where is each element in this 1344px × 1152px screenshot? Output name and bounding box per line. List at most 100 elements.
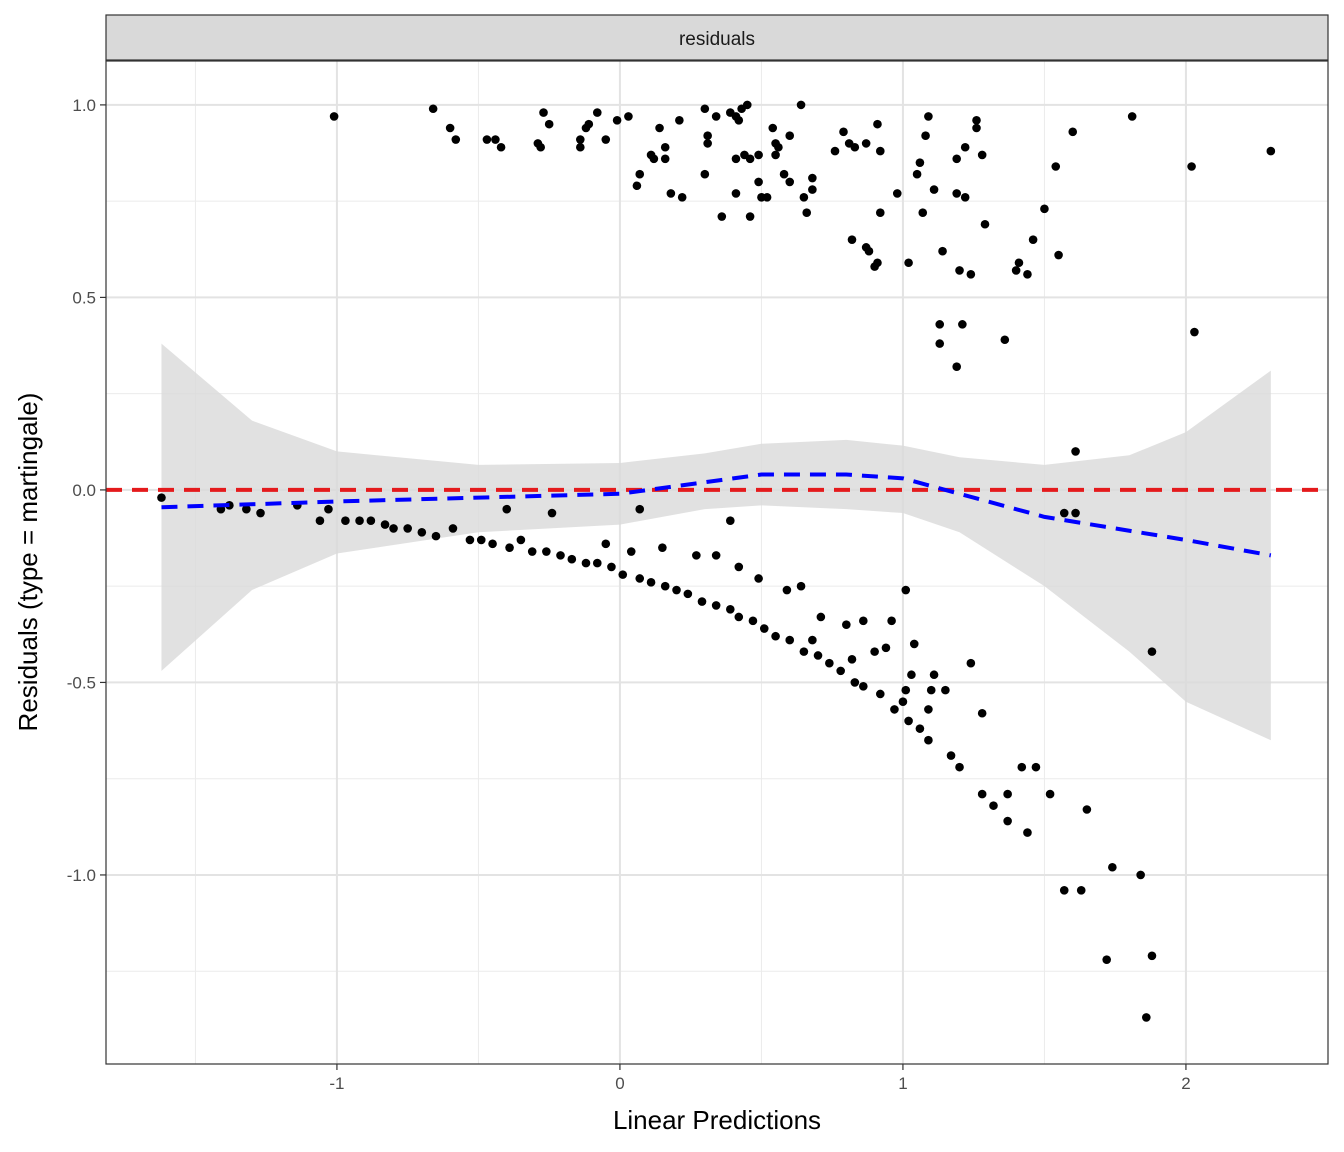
y-tick-label: 0.5 <box>72 288 96 307</box>
data-point <box>635 169 645 179</box>
data-point <box>256 508 265 518</box>
data-point <box>672 585 681 595</box>
data-point <box>921 131 930 140</box>
data-point <box>389 524 398 533</box>
data-point <box>502 504 512 514</box>
data-point <box>1040 204 1049 214</box>
data-point <box>808 185 817 194</box>
data-point <box>527 547 537 556</box>
data-point <box>692 551 701 560</box>
data-point <box>329 112 339 121</box>
data-point <box>675 115 684 125</box>
data-point <box>1082 805 1092 814</box>
data-point <box>909 639 919 649</box>
data-point <box>887 616 896 626</box>
data-point <box>912 169 922 179</box>
data-point <box>907 670 916 680</box>
data-point <box>958 320 967 329</box>
y-axis-title: Residuals (type = martingale) <box>13 393 43 732</box>
data-point <box>624 112 633 121</box>
data-point <box>924 705 933 714</box>
data-point <box>847 655 857 664</box>
data-point <box>700 104 710 114</box>
data-point <box>380 520 390 529</box>
data-point <box>836 666 845 676</box>
data-point <box>901 685 911 695</box>
y-tick-label: 0.0 <box>72 481 96 500</box>
data-point <box>977 789 987 799</box>
data-point <box>1059 508 1069 518</box>
data-point <box>850 678 860 687</box>
data-point <box>703 131 712 140</box>
data-point <box>1003 816 1012 826</box>
x-axis-title: Linear Predictions <box>613 1105 821 1135</box>
data-point <box>731 154 741 164</box>
panel-border <box>105 60 1329 1065</box>
data-point <box>929 185 939 194</box>
data-point <box>607 562 616 572</box>
data-point <box>567 554 577 564</box>
data-point <box>1266 146 1276 156</box>
data-point <box>1190 327 1199 337</box>
data-point <box>935 320 945 329</box>
y-tick-label: 1.0 <box>72 96 96 115</box>
data-point <box>1136 870 1145 880</box>
data-point <box>1187 162 1196 171</box>
data-point <box>926 685 936 695</box>
data-point <box>989 801 998 810</box>
data-point <box>938 246 947 256</box>
data-point <box>779 169 789 179</box>
data-point <box>581 558 591 568</box>
data-point <box>870 647 879 656</box>
data-point <box>711 551 721 560</box>
data-point <box>465 535 475 545</box>
data-point <box>745 212 755 221</box>
data-point <box>697 597 707 606</box>
data-point <box>655 123 664 133</box>
data-point <box>759 624 769 633</box>
data-point <box>825 658 834 668</box>
data-point <box>924 112 933 121</box>
data-point <box>726 516 735 526</box>
data-point <box>915 724 925 733</box>
data-point <box>683 589 693 599</box>
data-point <box>785 177 795 187</box>
smooth-line <box>161 472 1272 558</box>
data-point <box>646 578 656 587</box>
data-point <box>451 135 461 144</box>
data-point <box>847 235 857 244</box>
data-point <box>875 689 885 699</box>
data-point <box>703 139 712 148</box>
y-tick-label: -1.0 <box>67 866 96 885</box>
data-point <box>547 508 557 518</box>
data-point <box>1003 789 1012 799</box>
data-point <box>476 535 486 545</box>
data-point <box>417 527 427 537</box>
data-point <box>601 539 611 549</box>
data-point <box>901 585 911 595</box>
data-point <box>754 574 763 583</box>
data-point <box>754 177 763 187</box>
data-point <box>898 697 908 706</box>
data-point <box>892 189 902 198</box>
data-point <box>745 154 755 164</box>
data-point <box>861 139 871 148</box>
data-point <box>972 123 981 133</box>
data-point <box>576 135 585 144</box>
data-point <box>952 154 962 164</box>
data-point <box>952 189 962 198</box>
data-point <box>1023 828 1032 837</box>
data-point <box>946 751 956 760</box>
data-point <box>516 535 526 545</box>
data-point <box>626 547 636 556</box>
data-point <box>496 142 506 152</box>
data-point <box>1142 1013 1151 1022</box>
data-point <box>1054 250 1063 260</box>
data-point <box>966 658 976 668</box>
data-point <box>1076 886 1086 895</box>
data-point <box>734 115 744 125</box>
data-point <box>734 612 744 622</box>
data-point <box>157 493 166 502</box>
data-point <box>731 189 741 198</box>
